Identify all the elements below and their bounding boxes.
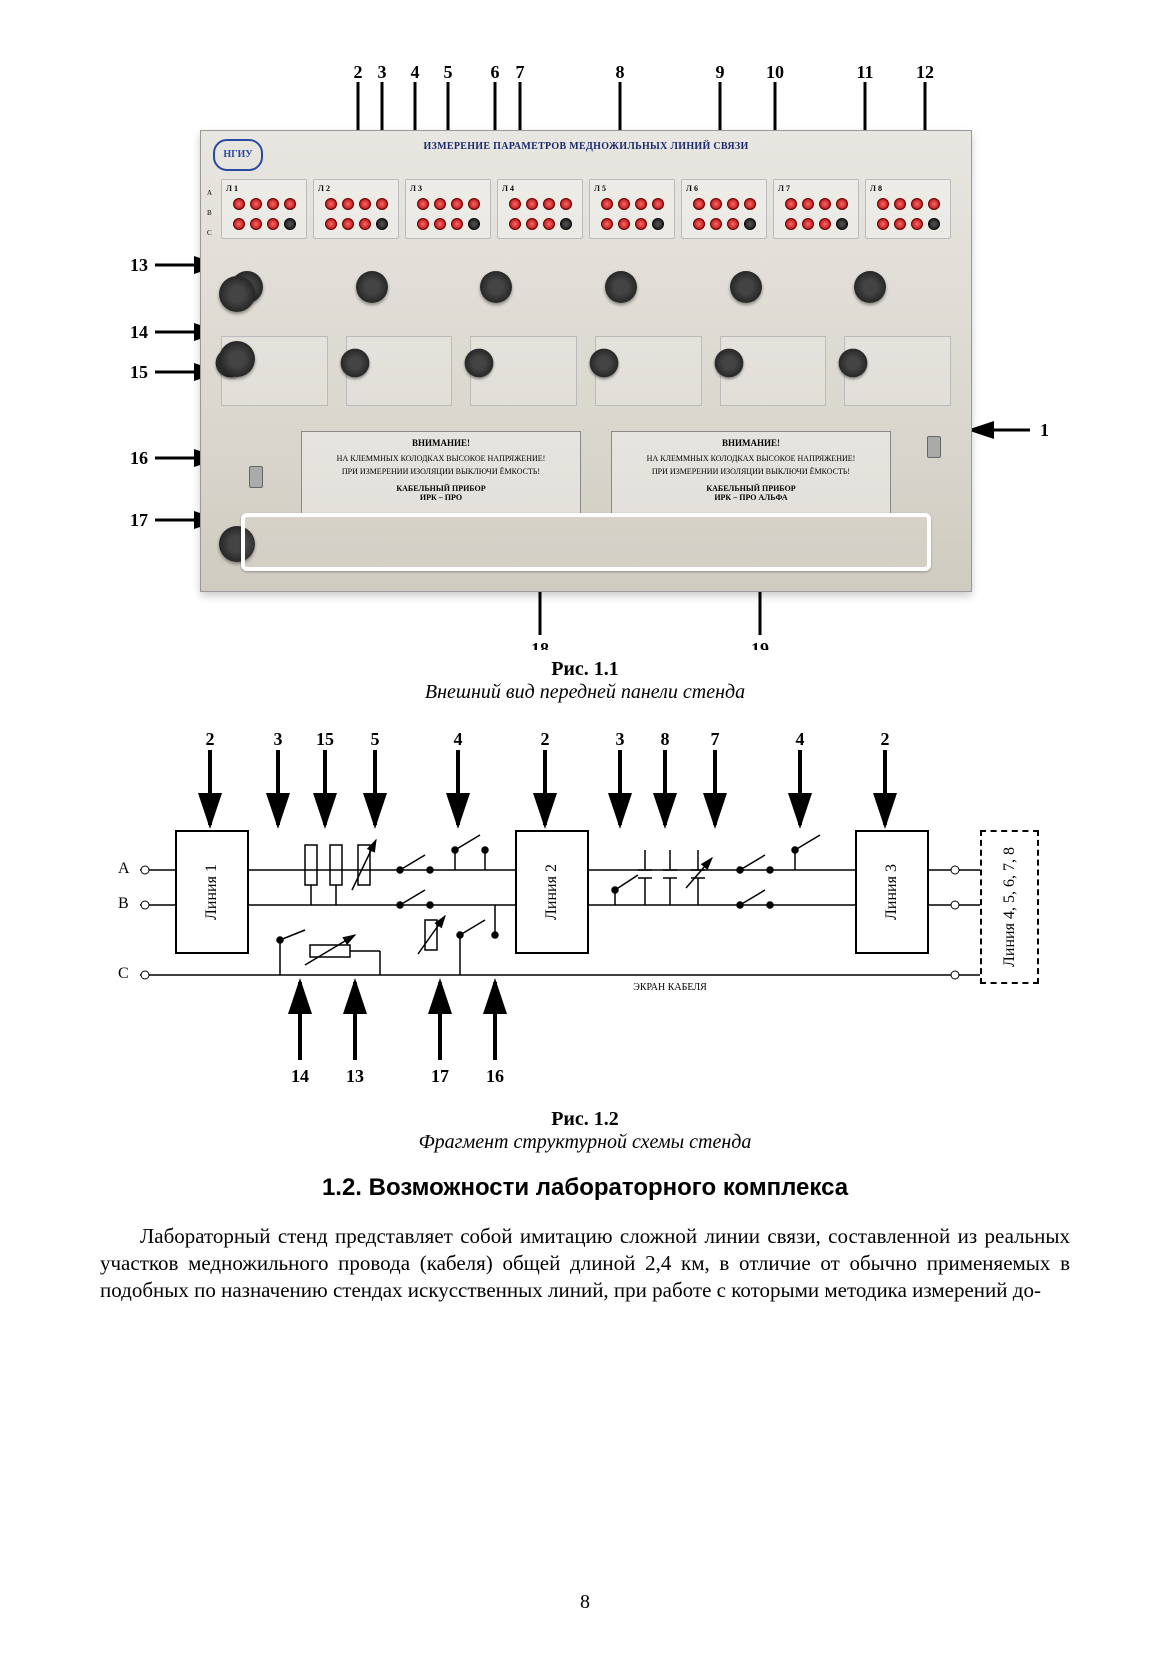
svg-text:10: 10 [766, 62, 784, 82]
section-heading: 1.2. Возможности лабораторного комплекса [100, 1174, 1070, 1202]
axis-a-label: А [207, 189, 212, 197]
sch-box-2: Линия 2 [515, 830, 589, 954]
fig1-number: Рис. 1.1 [100, 658, 1070, 681]
indicator-row [221, 336, 951, 406]
front-rail [241, 513, 931, 571]
device-label: КАБЕЛЬНЫЙ ПРИБОР [306, 484, 576, 493]
sch-axis-c: С [118, 965, 129, 983]
svg-text:3: 3 [616, 729, 625, 749]
svg-text:12: 12 [916, 62, 934, 82]
warn-title: ВНИМАНИЕ! [306, 438, 576, 448]
warn-title: ВНИМАНИЕ! [616, 438, 886, 448]
sch-box-2-label: Линия 2 [543, 864, 561, 920]
sch-box-4-label: Линия 4, 5, 6, 7, 8 [1001, 847, 1019, 967]
terminal-groups: Л 1Л 2Л 3Л 4Л 5Л 6Л 7Л 8 [221, 179, 951, 239]
svg-text:8: 8 [661, 729, 670, 749]
sch-box-3: Линия 3 [855, 830, 929, 954]
svg-text:7: 7 [516, 62, 525, 82]
sch-box-4: Линия 4, 5, 6, 7, 8 [980, 830, 1039, 984]
svg-text:14: 14 [130, 322, 148, 342]
svg-text:2: 2 [206, 729, 215, 749]
svg-text:4: 4 [454, 729, 463, 749]
warn-line-1: НА КЛЕММНЫХ КОЛОДКАХ ВЫСОКОЕ НАПРЯЖЕНИЕ! [616, 454, 886, 463]
lab-panel: НГИУ ИЗМЕРЕНИЕ ПАРАМЕТРОВ МЕДНОЖИЛЬНЫХ Л… [200, 130, 972, 592]
body-paragraph: Лабораторный стенд представляет собой им… [100, 1223, 1070, 1304]
figure-2-schematic: 2 3 15 5 4 2 3 8 7 4 2 14 13 17 16 ЭКРАН КАБЕЛЯ А В С… [100, 720, 1070, 1100]
axis-c-label: С [207, 229, 212, 237]
sch-box-1: Линия 1 [175, 830, 249, 954]
svg-text:14: 14 [291, 1066, 309, 1086]
fig2-number: Рис. 1.2 [100, 1108, 1070, 1131]
figure-2-caption: Рис. 1.2 Фрагмент структурной схемы стен… [100, 1108, 1070, 1154]
svg-text:5: 5 [444, 62, 453, 82]
svg-text:15: 15 [130, 362, 148, 382]
svg-text:2: 2 [354, 62, 363, 82]
svg-text:6: 6 [491, 62, 500, 82]
sch-box-3-label: Линия 3 [883, 864, 901, 920]
svg-text:19: 19 [751, 639, 769, 650]
svg-text:2: 2 [881, 729, 890, 749]
logo: НГИУ [213, 139, 263, 171]
svg-text:5: 5 [371, 729, 380, 749]
svg-text:13: 13 [346, 1066, 364, 1086]
knob-13 [219, 276, 255, 312]
fig2-desc: Фрагмент структурной схемы стенда [100, 1131, 1070, 1154]
svg-text:3: 3 [378, 62, 387, 82]
svg-text:9: 9 [716, 62, 725, 82]
axis-b-label: В [207, 209, 212, 217]
knob-row [221, 256, 951, 326]
sch-axis-a: А [118, 860, 130, 878]
svg-text:8: 8 [616, 62, 625, 82]
svg-text:2: 2 [541, 729, 550, 749]
svg-text:7: 7 [711, 729, 720, 749]
svg-text:11: 11 [856, 62, 873, 82]
warning-box-left: ВНИМАНИЕ! НА КЛЕММНЫХ КОЛОДКАХ ВЫСОКОЕ Н… [301, 431, 581, 516]
sch-axis-b: В [118, 895, 129, 913]
svg-text:3: 3 [274, 729, 283, 749]
figure-1-photo: 23456789101112 1314151617 1 1819 НГИУ ИЗ… [100, 60, 1070, 650]
toggle-1 [927, 436, 941, 458]
svg-text:18: 18 [531, 639, 549, 650]
device-model-left: ИРК – ПРО [306, 493, 576, 502]
device-model-right: ИРК – ПРО АЛЬФА [616, 493, 886, 502]
svg-text:16: 16 [130, 448, 148, 468]
svg-text:13: 13 [130, 255, 148, 275]
svg-text:4: 4 [411, 62, 420, 82]
svg-text:17: 17 [431, 1066, 449, 1086]
knob-14 [219, 341, 255, 377]
svg-text:15: 15 [316, 729, 334, 749]
warn-line-1: НА КЛЕММНЫХ КОЛОДКАХ ВЫСОКОЕ НАПРЯЖЕНИЕ! [306, 454, 576, 463]
page-number: 8 [580, 1591, 590, 1614]
svg-text:4: 4 [796, 729, 805, 749]
svg-text:17: 17 [130, 510, 148, 530]
fig1-desc: Внешний вид передней панели стенда [100, 681, 1070, 704]
device-label: КАБЕЛЬНЫЙ ПРИБОР [616, 484, 886, 493]
sch-box-1-label: Линия 1 [203, 864, 221, 920]
toggle-16 [249, 466, 263, 488]
warn-line-2: ПРИ ИЗМЕРЕНИИ ИЗОЛЯЦИИ ВЫКЛЮЧИ ЁМКОСТЬ! [306, 467, 576, 476]
screen-label: ЭКРАН КАБЕЛЯ [633, 982, 707, 993]
panel-title: ИЗМЕРЕНИЕ ПАРАМЕТРОВ МЕДНОЖИЛЬНЫХ ЛИНИЙ … [423, 141, 748, 152]
warn-line-2: ПРИ ИЗМЕРЕНИИ ИЗОЛЯЦИИ ВЫКЛЮЧИ ЁМКОСТЬ! [616, 467, 886, 476]
figure-1-caption: Рис. 1.1 Внешний вид передней панели сте… [100, 658, 1070, 704]
warning-box-right: ВНИМАНИЕ! НА КЛЕММНЫХ КОЛОДКАХ ВЫСОКОЕ Н… [611, 431, 891, 516]
svg-text:1: 1 [1040, 420, 1049, 440]
svg-text:16: 16 [486, 1066, 504, 1086]
